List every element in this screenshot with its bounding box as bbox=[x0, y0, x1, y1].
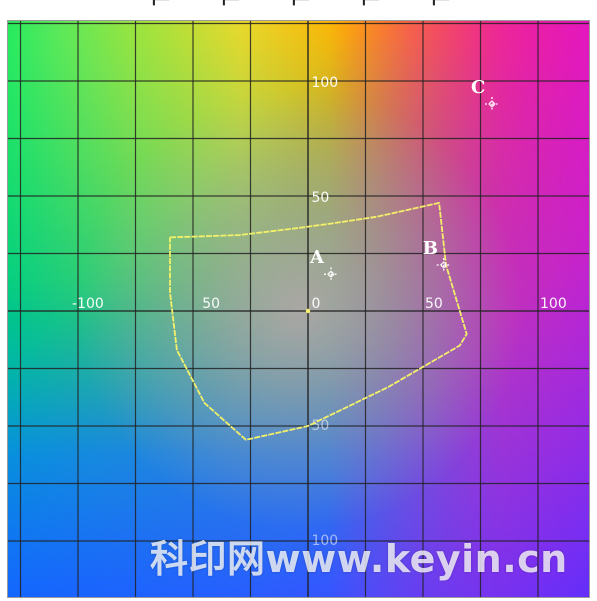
tick-label: 100 bbox=[540, 296, 567, 312]
crosshair-center bbox=[440, 262, 447, 268]
tick-label: 100 bbox=[311, 75, 338, 91]
gamut-outline-layer bbox=[169, 201, 468, 441]
marked-points: A B C bbox=[309, 77, 499, 282]
tick-labels: 100 50 -100 50 0 50 100 50 100 bbox=[72, 75, 567, 549]
color-field bbox=[8, 21, 589, 597]
point-label: A bbox=[309, 247, 325, 268]
tick-label: 100 bbox=[311, 533, 338, 549]
cropped-caption-strip: ⌐ ⌐ ⌐ ⌐ ⌐ bbox=[0, 0, 597, 22]
crosshair-center bbox=[328, 271, 334, 278]
gamut-outline bbox=[169, 201, 468, 441]
point-label: C bbox=[471, 77, 485, 98]
tick-label: -100 bbox=[72, 296, 104, 312]
lab-gamut-plot: 100 50 -100 50 0 50 100 50 100 A B C bbox=[7, 20, 590, 598]
point-label: B bbox=[423, 238, 438, 259]
watermark-text: 科印网www.keyin.cn bbox=[150, 537, 568, 581]
point-b: B bbox=[423, 238, 451, 272]
plot-canvas: 100 50 -100 50 0 50 100 50 100 A B C bbox=[8, 21, 589, 597]
tick-label: 0 bbox=[311, 296, 320, 312]
tick-label: 50 bbox=[202, 296, 220, 312]
tick-label: 50 bbox=[311, 418, 329, 434]
origin-marker bbox=[305, 308, 311, 314]
grid-lines bbox=[8, 21, 589, 597]
crosshair-center bbox=[489, 101, 495, 107]
tick-label: 50 bbox=[425, 296, 443, 312]
point-a: A bbox=[309, 247, 338, 282]
tick-label: 50 bbox=[311, 190, 329, 206]
point-c: C bbox=[471, 77, 499, 111]
